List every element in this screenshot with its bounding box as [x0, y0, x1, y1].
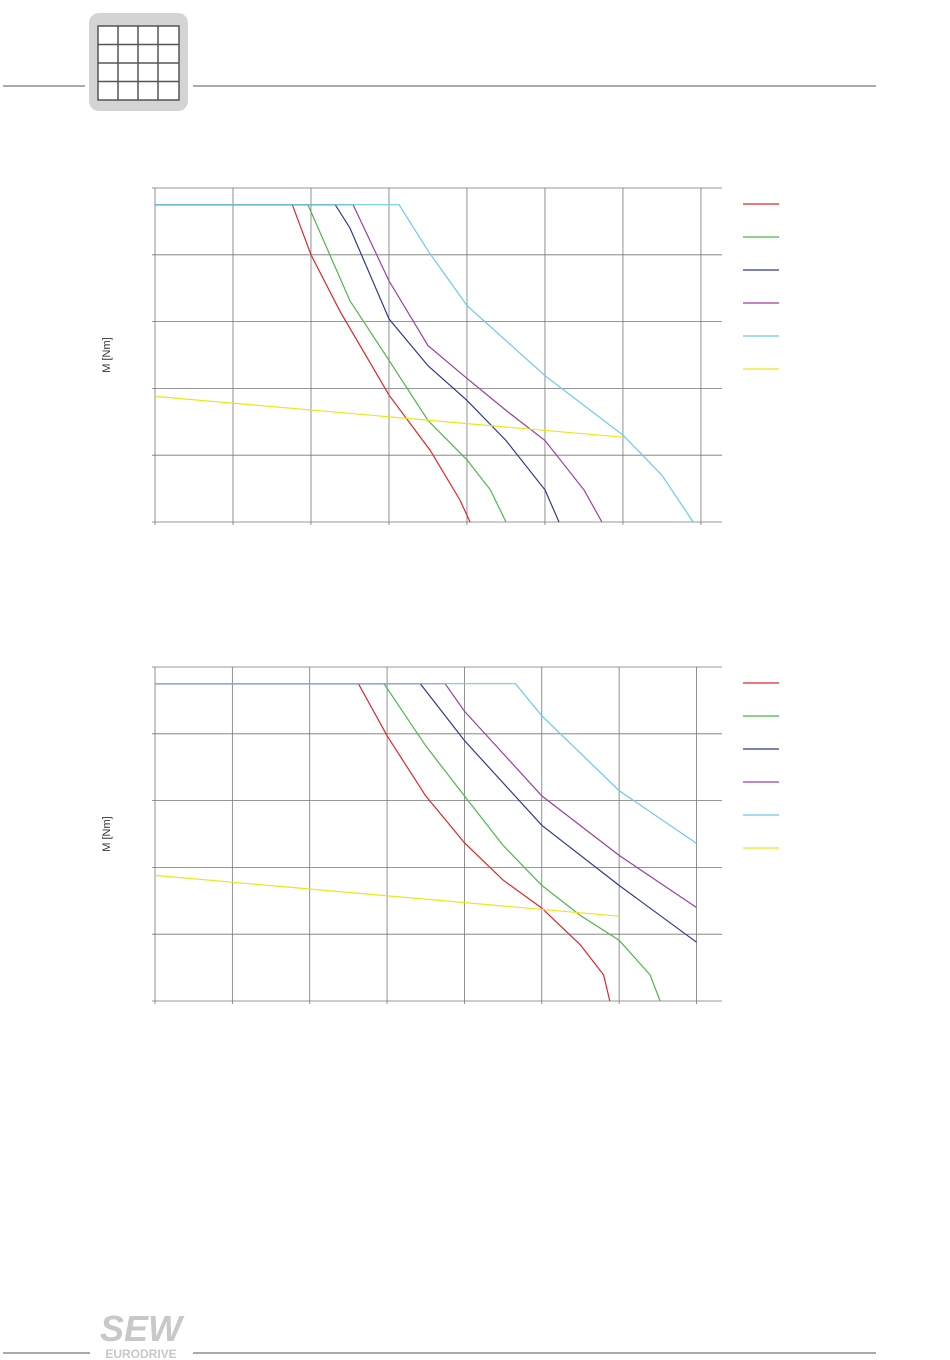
series-line	[155, 204, 560, 523]
logo-sub: EURODRIVE	[105, 1347, 176, 1360]
series-line	[154, 874, 620, 917]
series-line	[155, 204, 603, 523]
series-line	[155, 683, 697, 943]
series-line	[155, 204, 471, 523]
series-line	[155, 204, 694, 523]
series-line	[155, 204, 507, 523]
series-line	[155, 683, 697, 844]
y-axis-label: M [Nm]	[101, 337, 113, 372]
series-line	[154, 395, 624, 438]
header-icon	[89, 13, 188, 111]
series-line	[155, 683, 661, 1002]
y-axis-label: M [Nm]	[101, 816, 113, 851]
logo-brand: SEW	[100, 1308, 185, 1349]
series-line	[155, 683, 611, 1002]
